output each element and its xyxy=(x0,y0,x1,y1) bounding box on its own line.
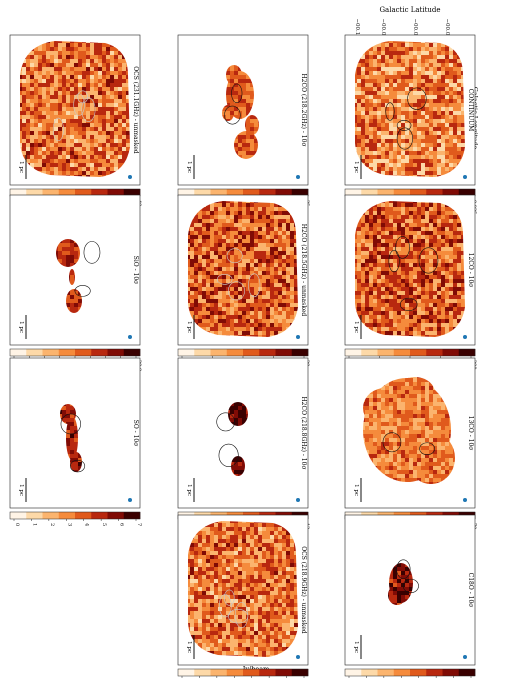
contours xyxy=(382,432,435,456)
scale-bar-label: 1 pc xyxy=(353,641,359,653)
contours xyxy=(385,87,427,150)
map-panel: 1 pc SO - 10σ 0 1 2 3 4 5 6 7 xyxy=(9,357,142,526)
latitude-tick-label: −00.09° xyxy=(380,18,386,41)
map-panel: 1 pc H2CO (218.2GHz) - 10σ 05101520253035 xyxy=(177,34,310,206)
panel-frame xyxy=(9,194,141,346)
contours xyxy=(216,412,239,467)
panel-label: OCS (218.9GHz) - unmasked xyxy=(300,546,307,634)
beam-marker xyxy=(296,655,300,659)
colorbar: 05101520253035 xyxy=(177,188,310,206)
map-panel: 1 pc OCS (218.9GHz) - unmasked −15−10−5051… xyxy=(177,514,309,678)
panel-grid: 1 pcCONTINUUM−0.010−0.0050.0000.0050.010… xyxy=(9,34,477,678)
beam-marker xyxy=(128,498,132,502)
panel-label: 12CO - 10σ xyxy=(467,253,474,288)
map-panel: 1 pcCONTINUUM−0.010−0.0050.0000.0050.010… xyxy=(344,34,477,219)
panel-label: C18O - 10σ xyxy=(467,573,474,608)
scale-bar-label: 1 pc xyxy=(18,484,24,496)
panel-label: OCS (231.1GHz) - unmasked xyxy=(132,66,139,154)
latitude-tick-label: −00.08° xyxy=(412,18,418,41)
panel-frame xyxy=(177,357,309,509)
emission-map xyxy=(188,521,298,657)
colorbar-tick-label: 4 xyxy=(84,523,90,526)
colorbar-tick-label: 6 xyxy=(119,523,125,526)
latitude-tick-label: −00.10° xyxy=(354,18,360,41)
scale-bar-label: 1 pc xyxy=(186,484,192,496)
scale-bar-label: 1 pc xyxy=(353,484,359,496)
colorbar-tick-label: 2 xyxy=(49,523,55,526)
panel-label: SiO - 10σ xyxy=(132,256,139,285)
emission-map xyxy=(188,201,298,337)
beam-marker xyxy=(296,498,300,502)
latitude-tick-label: −00.07° xyxy=(444,18,450,41)
colorbar-tick-label: 7 xyxy=(136,523,142,526)
colorbar: 0 1 2 3 4 5 6 7 xyxy=(9,511,142,526)
beam-marker xyxy=(128,175,132,179)
contours xyxy=(224,83,243,125)
emission-map xyxy=(355,41,465,177)
panel-label: SO - 10σ xyxy=(132,420,139,447)
scale-bar-label: 1 pc xyxy=(353,321,359,333)
colorbar: −15−10−505101520 xyxy=(177,668,309,678)
beam-marker xyxy=(463,655,467,659)
emission-map xyxy=(20,41,130,177)
panel-label: H2CO (218.8GHz) - 10σ xyxy=(300,396,307,469)
beam-marker xyxy=(463,498,467,502)
scale-bar-label: 1 pc xyxy=(18,161,24,173)
beam-marker xyxy=(463,335,467,339)
latitude-tick-labels: −00.10° −00.09° −00.08° −00.07° xyxy=(354,18,450,41)
contours xyxy=(52,90,96,142)
scale-bar-label: 1 pc xyxy=(186,321,192,333)
beam-marker xyxy=(463,175,467,179)
scale-bar-label: 1 pc xyxy=(18,321,24,333)
colorbar-tick-label: 1 xyxy=(31,523,37,526)
panel-label: CONTINUUM xyxy=(467,89,474,132)
colorbar-tick-label: 3 xyxy=(66,523,72,526)
beam-marker xyxy=(128,335,132,339)
emission-map xyxy=(355,201,465,337)
beam-marker xyxy=(296,335,300,339)
beam-marker xyxy=(296,175,300,179)
panel-label: H2CO (218.2GHz) - 10σ xyxy=(300,73,307,146)
colorbar-tick-label: 0 xyxy=(14,523,20,526)
scale-bar-label: 1 pc xyxy=(186,641,192,653)
panel-label: H2CO (218.5GHz) - unmasked xyxy=(300,224,307,317)
scale-bar-label: 1 pc xyxy=(353,161,359,173)
contours xyxy=(60,413,86,473)
panel-label: 13CO - 10σ xyxy=(467,416,474,451)
contours xyxy=(216,248,261,301)
colorbar-tick-label: 5 xyxy=(101,523,107,526)
contours xyxy=(396,559,419,594)
contours xyxy=(74,241,101,297)
contours xyxy=(218,589,249,629)
latitude-axis-title: Galactic Latitude xyxy=(379,6,440,14)
scale-bar-label: 1 pc xyxy=(186,161,192,173)
contours xyxy=(388,236,439,312)
